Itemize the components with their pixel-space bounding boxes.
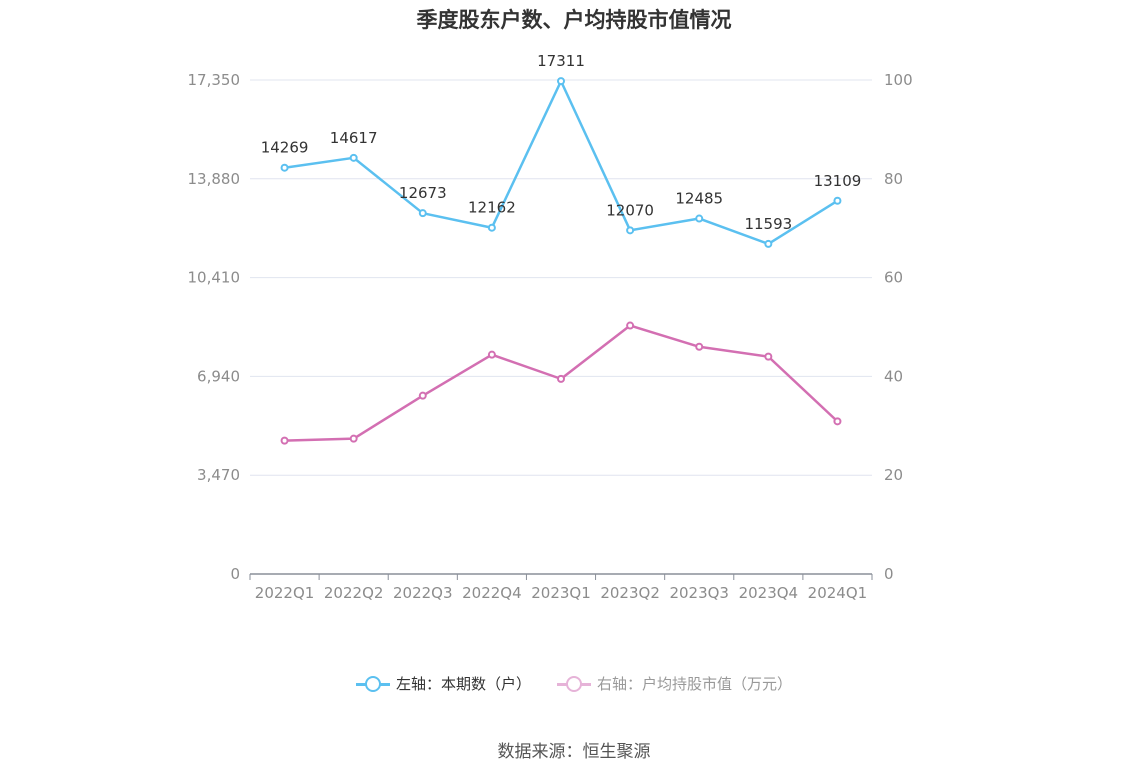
x-tick-label: 2022Q2 xyxy=(324,584,384,602)
x-tick-label: 2022Q4 xyxy=(462,584,522,602)
x-tick-label: 2023Q2 xyxy=(600,584,660,602)
data-label: 12162 xyxy=(468,199,516,217)
x-tick-label: 2024Q1 xyxy=(808,584,868,602)
data-label: 12070 xyxy=(606,201,654,219)
legend: 左轴：本期数（户） 右轴：户均持股市值（万元） xyxy=(0,673,1148,694)
y-right-tick-label: 60 xyxy=(884,269,903,287)
series-0-point xyxy=(349,153,358,162)
y-right-tick-label: 100 xyxy=(884,71,913,89)
y-right-tick-label: 20 xyxy=(884,466,903,484)
data-label: 14617 xyxy=(330,129,378,147)
legend-label-households: 左轴：本期数（户） xyxy=(395,675,531,693)
series-0-point xyxy=(280,163,289,172)
y-left-tick-label: 13,880 xyxy=(188,170,241,188)
x-tick-label: 2023Q1 xyxy=(531,584,591,602)
legend-label-market-value: 右轴：户均持股市值（万元） xyxy=(597,675,793,693)
series-1-point xyxy=(349,434,358,443)
series-line-1 xyxy=(284,324,839,442)
series-0-point xyxy=(626,226,635,235)
series-1-point xyxy=(418,391,427,400)
series-0-point xyxy=(418,209,427,218)
y-left-tick-label: 0 xyxy=(230,565,240,583)
y-left-tick-label: 10,410 xyxy=(188,269,241,287)
series-0-point xyxy=(764,239,773,248)
data-label: 13109 xyxy=(814,172,862,190)
legend-line-icon xyxy=(355,675,390,692)
y-left-tick-label: 6,940 xyxy=(197,367,240,385)
y-left-tick-label: 3,470 xyxy=(197,466,240,484)
series-0-point xyxy=(695,214,704,223)
chart-title: 季度股东户数、户均持股市值情况 xyxy=(416,8,732,32)
data-label: 11593 xyxy=(744,215,792,233)
series-1-point xyxy=(487,350,496,359)
data-label: 17311 xyxy=(537,52,585,70)
x-tick-label: 2023Q4 xyxy=(739,584,799,602)
legend-line-icon xyxy=(557,675,591,692)
series-0-point xyxy=(557,77,565,86)
series-1-point xyxy=(557,374,565,383)
x-tick-label: 2022Q3 xyxy=(393,584,453,602)
x-tick-label: 2023Q3 xyxy=(669,584,729,602)
data-label: 14269 xyxy=(261,139,309,157)
series-lines xyxy=(280,77,842,445)
series-1-point xyxy=(280,436,289,445)
series-1-point xyxy=(833,417,842,426)
axes: 0 0 3,470 20 6,940 40 10,410 60 13,880 80 17,350 10… xyxy=(188,71,913,602)
data-label: 12485 xyxy=(675,190,723,208)
y-right-tick-label: 40 xyxy=(884,367,903,385)
data-labels: 14269 14617 12673 12162 17311 12070 12485 11593… xyxy=(261,52,862,233)
series-1-point xyxy=(626,321,635,330)
legend-item-market-value[interactable]: 右轴：户均持股市值（万元） xyxy=(557,673,792,694)
y-right-tick-label: 80 xyxy=(884,170,903,188)
y-right-tick-label: 0 xyxy=(884,565,894,583)
x-tick-label: 2022Q1 xyxy=(255,584,315,602)
series-1-point xyxy=(764,352,773,361)
series-0-point xyxy=(487,223,496,232)
data-label: 12673 xyxy=(399,184,447,202)
series-1-point xyxy=(695,342,704,351)
series-0-point xyxy=(833,196,842,205)
legend-item-households[interactable]: 左轴：本期数（户） xyxy=(355,673,531,694)
y-left-tick-label: 17,350 xyxy=(188,71,241,89)
source-note: 数据来源：恒生聚源 xyxy=(497,742,651,762)
